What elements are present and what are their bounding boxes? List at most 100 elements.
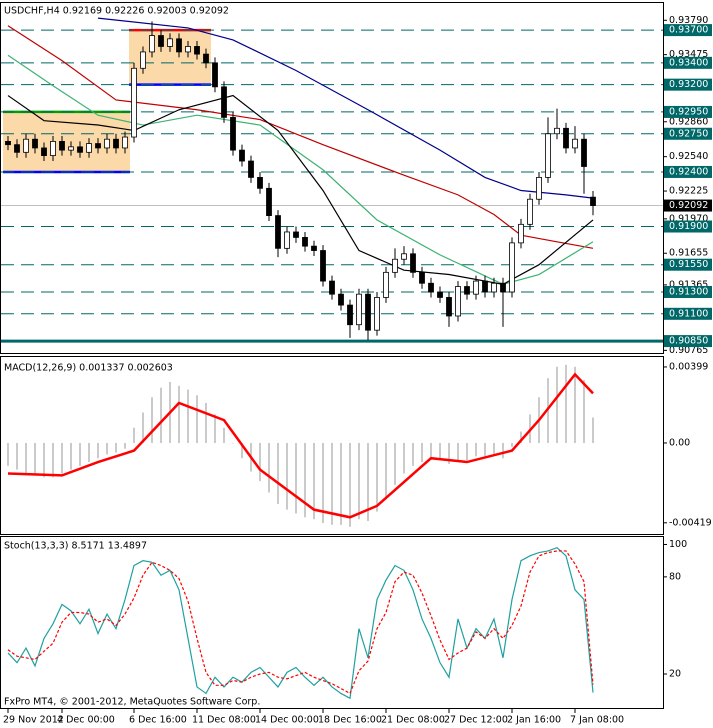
y-tick-label: 100 bbox=[669, 539, 687, 550]
histogram-bar bbox=[304, 442, 306, 518]
candle-body bbox=[257, 177, 263, 189]
level-label-box bbox=[664, 258, 712, 271]
candle-body bbox=[329, 280, 335, 295]
candle-body bbox=[464, 286, 470, 295]
zone bbox=[3, 111, 130, 172]
candle-body bbox=[230, 116, 236, 151]
histogram-bar bbox=[322, 442, 324, 523]
histogram-bar bbox=[7, 442, 9, 466]
histogram-bar bbox=[358, 442, 360, 520]
level-label-box bbox=[664, 220, 712, 233]
candle-body bbox=[455, 286, 461, 317]
level-label-box bbox=[664, 24, 712, 37]
candle-body bbox=[536, 177, 542, 200]
histogram-bar bbox=[277, 442, 279, 504]
y-tick-label: 80 bbox=[669, 571, 681, 582]
candle-body bbox=[572, 138, 578, 149]
candle-body bbox=[437, 291, 443, 298]
x-tick-label: 14 Dec 00:00 bbox=[255, 715, 319, 726]
histogram-bar bbox=[556, 366, 558, 443]
level-label: 0.93200 bbox=[669, 79, 708, 90]
level-label-box bbox=[664, 127, 712, 140]
histogram-bar bbox=[511, 442, 513, 447]
histogram-bar bbox=[160, 387, 162, 443]
candle-body bbox=[563, 127, 569, 149]
histogram-bar bbox=[286, 442, 288, 510]
candle-body bbox=[338, 293, 344, 306]
level-label: 0.91900 bbox=[669, 221, 708, 232]
candle-body bbox=[32, 138, 38, 149]
y-tick-label: 0.00399 bbox=[669, 361, 708, 372]
candle-body bbox=[248, 160, 254, 178]
x-tick-label: 29 Nov 2012 bbox=[3, 715, 64, 726]
histogram-bar bbox=[97, 442, 99, 459]
candle-body bbox=[185, 46, 191, 53]
x-tick-label: 11 Dec 08:00 bbox=[192, 715, 256, 726]
candle-body bbox=[140, 51, 146, 69]
candle-body bbox=[518, 223, 524, 244]
y-tick-label: 0.92225 bbox=[669, 186, 708, 197]
candle-body bbox=[446, 297, 452, 317]
candle-body bbox=[392, 258, 398, 273]
y-tick-label: 0.93790 bbox=[669, 15, 708, 26]
candle-body bbox=[374, 297, 380, 331]
candle-body bbox=[14, 144, 20, 153]
candle-body bbox=[221, 86, 227, 118]
stoch-title: Stoch(13,3,3) 8.5171 13.4897 bbox=[4, 541, 147, 552]
stoch-pane bbox=[0, 536, 664, 709]
histogram-bar bbox=[520, 431, 522, 443]
y-tick-label: 0.92860 bbox=[669, 116, 708, 127]
x-tick-label: 18 Dec 16:00 bbox=[318, 715, 382, 726]
macd-pane bbox=[0, 356, 664, 535]
level-label: 0.92950 bbox=[669, 106, 708, 117]
level-label-box bbox=[664, 56, 712, 69]
plot-layer: 0.93790 0.93475 0.92860 0.92540 0.92225 0.919… bbox=[1, 15, 712, 726]
candle-body bbox=[500, 282, 506, 293]
histogram-bar bbox=[151, 397, 153, 443]
histogram-bar bbox=[259, 442, 261, 482]
candle-body bbox=[401, 253, 407, 260]
histogram-bar bbox=[16, 442, 18, 470]
level-label-box bbox=[664, 165, 712, 178]
candle-body bbox=[545, 133, 551, 178]
histogram-bar bbox=[205, 402, 207, 443]
candle-body bbox=[86, 143, 92, 153]
histogram-bar bbox=[502, 442, 504, 459]
level-label: 0.91300 bbox=[669, 286, 708, 297]
y-tick-label: 0.91365 bbox=[669, 279, 708, 290]
footer: FxPro MT4, © 2001-2012, MetaQuotes Softw… bbox=[4, 697, 260, 708]
candle-body bbox=[104, 138, 110, 149]
histogram-bar bbox=[79, 442, 81, 466]
histogram-bar bbox=[592, 417, 594, 443]
histogram-bar bbox=[196, 395, 198, 443]
histogram-bar bbox=[88, 442, 90, 463]
x-tick-label: 2 Jan 16:00 bbox=[507, 715, 561, 726]
candle-body bbox=[482, 280, 488, 293]
indicator-line bbox=[7, 372, 594, 519]
histogram-bar bbox=[232, 442, 234, 444]
candle-body bbox=[59, 140, 65, 151]
candle-body bbox=[176, 38, 182, 53]
histogram-bar bbox=[313, 442, 315, 520]
candle-body bbox=[383, 271, 389, 298]
histogram-bar bbox=[430, 442, 432, 461]
candle-body bbox=[320, 250, 326, 282]
candle-body bbox=[239, 149, 245, 162]
histogram-bar bbox=[376, 442, 378, 512]
level-label: 0.93400 bbox=[669, 57, 708, 68]
candle-body bbox=[68, 146, 74, 151]
y-tick-label: 0.91970 bbox=[669, 213, 708, 224]
candle-body bbox=[212, 62, 218, 88]
histogram-bar bbox=[295, 442, 297, 514]
histogram-bar bbox=[466, 442, 468, 461]
histogram-bar bbox=[439, 442, 441, 461]
histogram-bar bbox=[52, 442, 54, 478]
candle-body bbox=[293, 231, 299, 238]
histogram-bar bbox=[124, 442, 126, 449]
candle-body bbox=[122, 136, 128, 149]
histogram-bar bbox=[43, 442, 45, 478]
candle-body bbox=[410, 253, 416, 273]
histogram-bar bbox=[115, 442, 117, 453]
candle-body bbox=[311, 245, 317, 251]
y-tick-label: 0.93475 bbox=[669, 49, 708, 60]
